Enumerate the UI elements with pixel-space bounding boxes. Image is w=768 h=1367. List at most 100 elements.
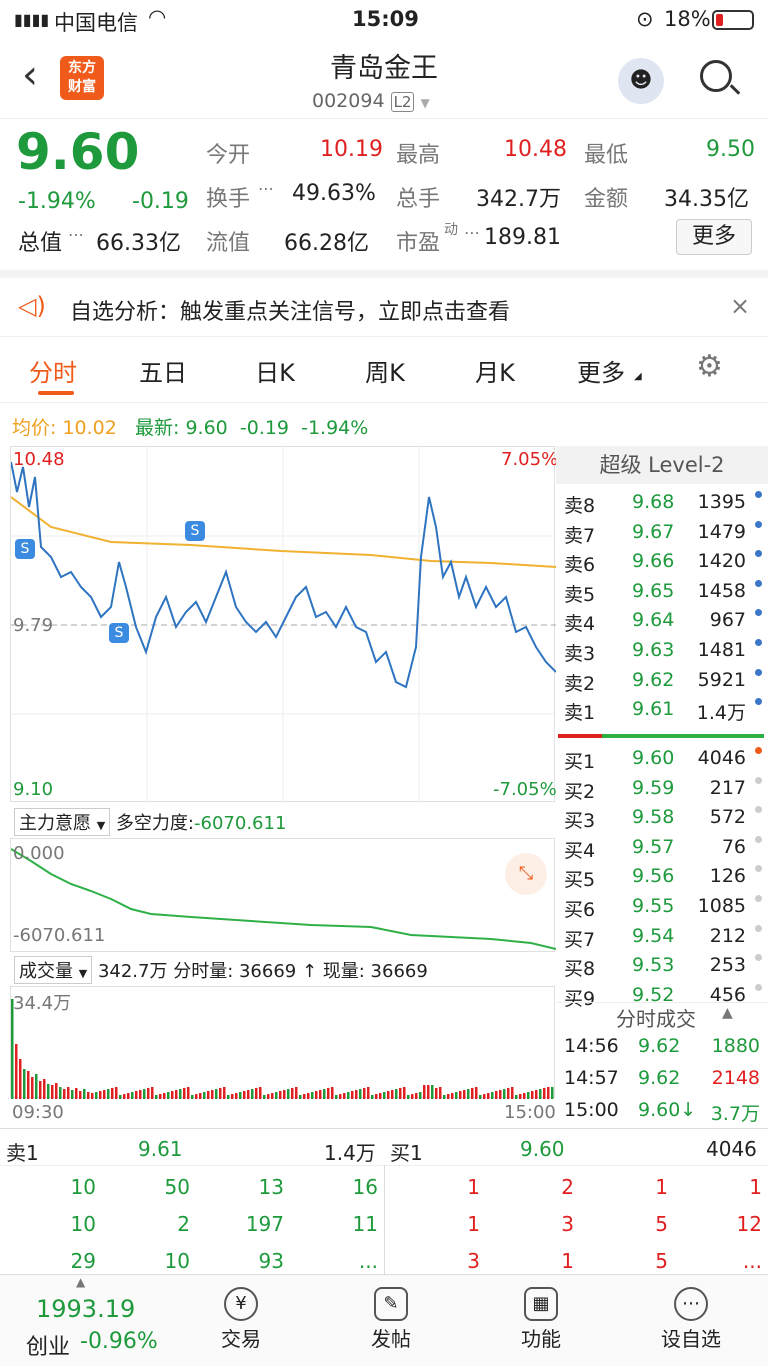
volume-bar bbox=[547, 1087, 550, 1099]
order-book-row[interactable]: 买8 9.53 253 bbox=[556, 951, 768, 981]
volume-bar bbox=[127, 1093, 130, 1099]
volume-bar bbox=[507, 1088, 510, 1099]
order-book-row[interactable]: 卖5 9.65 1458 bbox=[556, 577, 768, 607]
volume-bar bbox=[343, 1093, 346, 1099]
volume-bar bbox=[27, 1071, 30, 1099]
volume-dropdown[interactable]: 成交量 ▼ bbox=[14, 956, 93, 984]
volume-bar bbox=[535, 1090, 538, 1099]
intraday-chart[interactable]: 10.48 7.05% 9.79 9.10 -7.05% S S S bbox=[10, 446, 558, 803]
volume-bar bbox=[451, 1093, 454, 1099]
order-book-row[interactable]: 买2 9.59 217 bbox=[556, 774, 768, 804]
price-info-line: 均价: 10.02 最新: 9.60 -0.19 -1.94% bbox=[0, 402, 768, 446]
order-book-row[interactable]: 买1 9.60 4046 bbox=[556, 744, 768, 774]
expand-icon[interactable]: ⤡ bbox=[505, 853, 547, 895]
order-book-row[interactable]: 买7 9.54 212 bbox=[556, 922, 768, 952]
status-dot-icon bbox=[755, 550, 762, 558]
more-button[interactable]: 更多 bbox=[676, 219, 752, 255]
volume-bar bbox=[447, 1094, 450, 1099]
volume-bar bbox=[491, 1092, 494, 1099]
volume-bar bbox=[383, 1092, 386, 1099]
tab-more[interactable]: 更多 bbox=[577, 359, 625, 387]
average-price-line bbox=[10, 496, 557, 568]
trade-price: 9.62 bbox=[638, 1067, 681, 1089]
volume-bar bbox=[259, 1087, 262, 1099]
order-book-row[interactable]: 卖4 9.64 967 bbox=[556, 606, 768, 636]
post-button[interactable]: ✎ 发帖 bbox=[316, 1281, 466, 1352]
tab-five-day[interactable]: 五日 bbox=[139, 359, 187, 387]
order-book-row[interactable]: 买5 9.56 126 bbox=[556, 862, 768, 892]
trade-time: 15:00 bbox=[564, 1099, 619, 1121]
force-dropdown[interactable]: 主力意愿 ▼ bbox=[14, 808, 111, 836]
axis-mid-price: 9.79 bbox=[13, 615, 54, 636]
volume-bar bbox=[323, 1089, 326, 1099]
order-book-row[interactable]: 卖3 9.63 1481 bbox=[556, 636, 768, 666]
tab-intraday[interactable]: 分时 bbox=[29, 359, 77, 387]
add-watchlist-button[interactable]: ⋯ 设自选 bbox=[616, 1281, 766, 1352]
order-book-row[interactable]: 卖6 9.66 1420 bbox=[556, 547, 768, 577]
queue-buy-price: 9.60 bbox=[520, 1137, 565, 1161]
yen-exchange-icon: ¥ bbox=[224, 1287, 258, 1321]
order-book-row[interactable]: 买3 9.58 572 bbox=[556, 803, 768, 833]
volume-bar bbox=[527, 1092, 530, 1099]
analysis-banner[interactable]: ◁) 自选分析：触发重点关注信号，立即点击查看 × bbox=[0, 270, 768, 336]
force-dropdown-label: 主力意愿 bbox=[19, 813, 91, 834]
order-book-row[interactable]: 买9 9.52 456 bbox=[556, 981, 768, 1011]
last-price: 9.60 bbox=[16, 123, 140, 181]
functions-button[interactable]: ▦ 功能 bbox=[466, 1281, 616, 1352]
volume-bar bbox=[443, 1095, 446, 1099]
close-icon[interactable]: × bbox=[730, 292, 751, 320]
trade-price: 9.60↓ bbox=[638, 1099, 697, 1121]
queue-sell-volume: 1.4万 bbox=[324, 1141, 376, 1165]
trade-volume: 3.7万 bbox=[710, 1103, 760, 1125]
settings-gear-icon[interactable]: ⚙ bbox=[696, 349, 723, 384]
order-book: 超级 Level-2 卖8 9.68 1395 卖7 9.67 1479 卖6 9.66 142… bbox=[556, 446, 768, 1010]
volume-bar bbox=[211, 1090, 214, 1099]
chevron-down-icon: ▼ bbox=[420, 96, 430, 110]
order-book-row[interactable]: 卖7 9.67 1479 bbox=[556, 518, 768, 548]
robot-assistant-icon[interactable]: ☻ bbox=[618, 58, 664, 104]
open-value: 10.19 bbox=[320, 137, 383, 162]
info-icon[interactable]: ⋯ bbox=[258, 179, 274, 198]
info-icon[interactable]: ⋯ bbox=[464, 223, 480, 242]
volume-bar bbox=[195, 1094, 198, 1099]
tab-weekly-k[interactable]: 周K bbox=[365, 359, 405, 387]
queue-cell: 5 bbox=[655, 1249, 668, 1273]
tab-daily-k[interactable]: 日K bbox=[255, 359, 295, 387]
queue-cell: 1 bbox=[561, 1249, 574, 1273]
sell-signal-marker[interactable]: S bbox=[15, 539, 35, 559]
collapse-icon[interactable]: ▲ bbox=[722, 1005, 733, 1021]
volume-bar bbox=[235, 1093, 238, 1099]
tab-indicator bbox=[38, 391, 74, 395]
volume-bar bbox=[347, 1092, 350, 1099]
sell-signal-marker[interactable]: S bbox=[185, 521, 205, 541]
pe-superscript: 动 bbox=[444, 222, 458, 238]
order-book-row[interactable]: 卖2 9.62 5921 bbox=[556, 666, 768, 696]
status-dot-icon bbox=[755, 924, 762, 932]
order-book-row[interactable]: 卖1 9.61 1.4万 bbox=[556, 695, 768, 725]
volume-bar bbox=[15, 1044, 18, 1099]
eastmoney-logo[interactable]: 东方 财富 bbox=[60, 56, 104, 100]
volume-bar bbox=[299, 1095, 302, 1099]
search-icon[interactable] bbox=[700, 60, 741, 95]
speaker-icon: ◁) bbox=[18, 292, 46, 320]
volume-bar bbox=[79, 1091, 82, 1099]
index-ticker[interactable]: ▲ 1993.19 创业 -0.96% bbox=[0, 1275, 165, 1367]
volume-bar bbox=[171, 1091, 174, 1099]
volume-bar bbox=[11, 999, 14, 1099]
sell-signal-marker[interactable]: S bbox=[109, 623, 129, 643]
queue-cell: 2 bbox=[177, 1212, 190, 1236]
order-book-row[interactable]: 买4 9.57 76 bbox=[556, 833, 768, 863]
order-book-row[interactable]: 买6 9.55 1085 bbox=[556, 892, 768, 922]
tab-monthly-k[interactable]: 月K bbox=[475, 359, 515, 387]
volume-bar bbox=[107, 1089, 110, 1099]
volume-bar bbox=[111, 1088, 114, 1099]
info-icon[interactable]: ⋯ bbox=[68, 225, 84, 244]
trade-button[interactable]: ¥ 交易 bbox=[166, 1281, 316, 1352]
triangle-icon: ◢ bbox=[634, 371, 642, 382]
volume-bar bbox=[475, 1087, 478, 1099]
tick-trade-row: 14:56 9.62 1880 bbox=[556, 1035, 768, 1065]
back-icon[interactable]: ‹ bbox=[22, 52, 38, 98]
stock-code-row[interactable]: 002094 L2 ▼ bbox=[312, 90, 430, 112]
order-book-row[interactable]: 卖8 9.68 1395 bbox=[556, 488, 768, 518]
volume-bar bbox=[479, 1095, 482, 1099]
